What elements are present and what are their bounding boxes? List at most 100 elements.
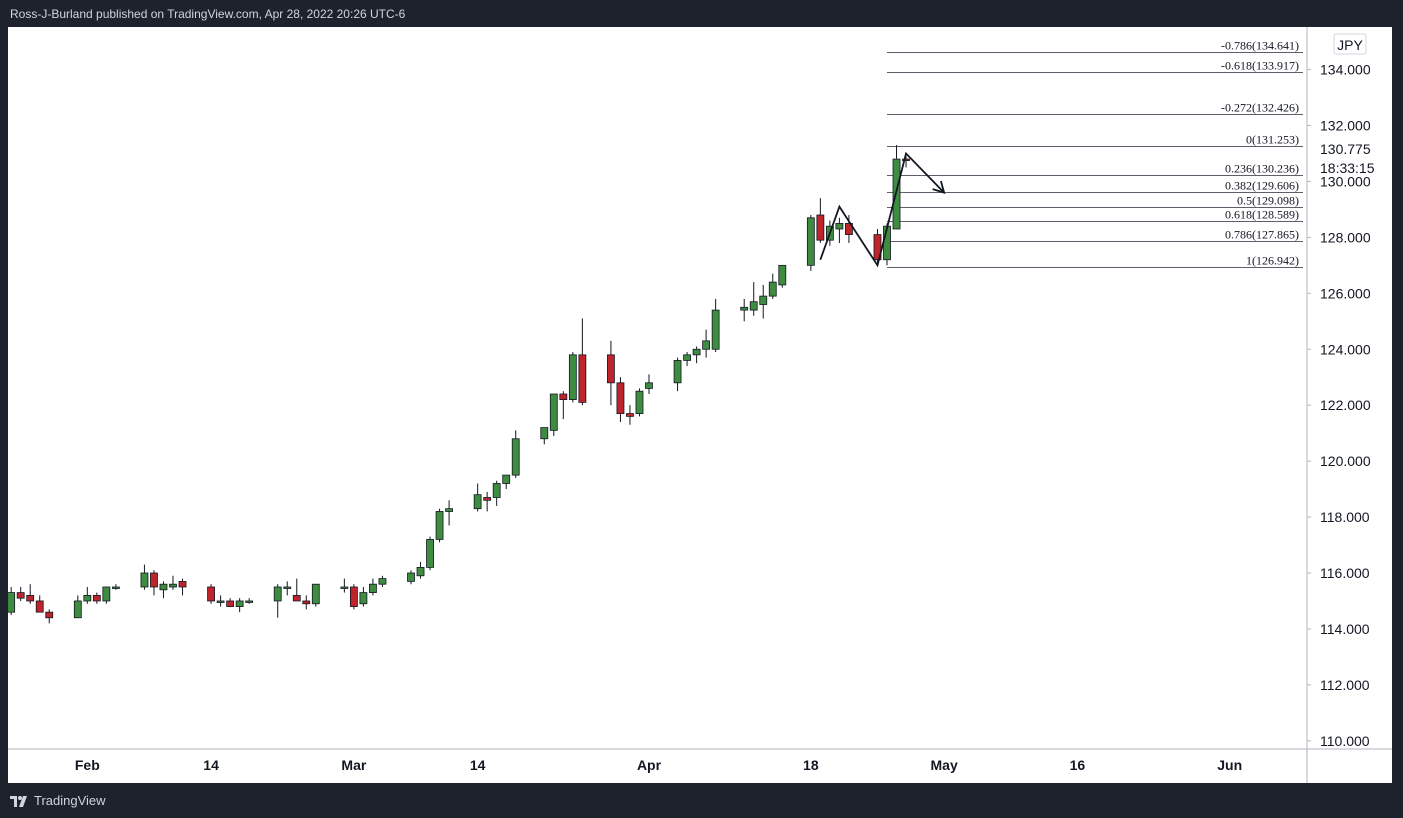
last-price-label: 130.775: [1320, 141, 1371, 157]
candle-body: [645, 382, 653, 389]
y-tick-label: 112.000: [1320, 677, 1370, 693]
top-bar: Ross-J-Burland published on TradingView.…: [0, 0, 1403, 27]
y-tick-label: 114.000: [1320, 621, 1370, 637]
candle-body: [616, 382, 625, 414]
candle-body: [502, 474, 511, 484]
x-tick-label: Apr: [637, 757, 662, 773]
candle-body: [416, 567, 425, 577]
fib-level-label: 0(131.253): [1246, 133, 1299, 147]
candle-body: [102, 586, 111, 602]
fib-level-label: 0.618(128.589): [1225, 208, 1299, 222]
candle-body: [540, 427, 549, 440]
candle-body: [607, 354, 615, 384]
candles: [8, 145, 910, 624]
candle-body: [692, 348, 701, 356]
candle-body: [83, 594, 92, 602]
countdown-label: 18:33:15: [1320, 160, 1375, 176]
x-tick-label: 14: [203, 757, 219, 773]
candle-body: [835, 222, 844, 230]
y-tick-label: 110.000: [1320, 733, 1370, 749]
candle-body: [273, 586, 282, 602]
candle-body: [359, 592, 368, 605]
candle-body: [311, 583, 320, 605]
candle-body: [749, 301, 758, 311]
candle-body: [159, 583, 168, 591]
candle-body: [378, 578, 387, 585]
x-axis: Feb 14 Mar 14 Apr 18 May 16 Jun: [8, 748, 1392, 773]
arrow-head-icon: [932, 180, 946, 194]
candle-body: [349, 586, 358, 607]
fib-level-label: 0.382(129.606): [1225, 179, 1299, 193]
candle-body: [578, 354, 587, 403]
brand-text: TradingView: [34, 793, 106, 808]
candle-body: [768, 281, 777, 297]
tradingview-brand[interactable]: TradingView: [10, 793, 106, 808]
price-labels: JPY 130.775 18:33:15: [1320, 33, 1375, 176]
candle-body: [340, 586, 349, 589]
x-tick-label: 18: [803, 757, 819, 773]
x-tick-label: 16: [1070, 757, 1086, 773]
candle-body: [369, 583, 377, 593]
fib-level-label: 0.786(127.865): [1225, 228, 1299, 242]
fib-level-label: -0.786(134.641): [1221, 39, 1299, 53]
candle-body: [492, 483, 501, 498]
symbol-badge[interactable]: [1333, 33, 1367, 55]
candle-body: [806, 217, 815, 266]
candle-body: [302, 600, 311, 605]
candle-body: [873, 234, 882, 261]
candle-body: [549, 393, 558, 431]
pattern-drawing[interactable]: [819, 151, 946, 268]
candle-body: [683, 354, 691, 361]
candle-body: [778, 264, 787, 286]
candle-body: [711, 309, 720, 350]
candle-body: [226, 600, 235, 607]
candle-body: [45, 611, 54, 619]
fib-level-label: -0.618(133.917): [1221, 59, 1299, 73]
x-tick-label: May: [931, 757, 958, 773]
candle-body: [473, 494, 482, 510]
y-tick-label: 120.000: [1320, 453, 1371, 469]
candle-body: [35, 600, 44, 613]
x-tick-label: Mar: [341, 757, 366, 773]
y-tick-label: 116.000: [1320, 565, 1370, 581]
footer-bar: TradingView: [0, 783, 1403, 818]
candle-body: [626, 413, 634, 417]
candle-body: [8, 592, 16, 613]
candle-body: [511, 438, 520, 476]
candle-body: [559, 393, 568, 400]
x-tick-label: 14: [470, 757, 486, 773]
candle-body: [702, 340, 711, 350]
candle-body: [92, 594, 101, 602]
candle-body: [445, 508, 453, 512]
y-tick-label: 128.000: [1320, 229, 1371, 245]
candle-body: [845, 222, 853, 235]
candle-body: [245, 600, 254, 603]
candle-body: [16, 592, 25, 599]
y-tick-label: 134.000: [1320, 62, 1371, 78]
chart-frame[interactable]: Feb 14 Mar 14 Apr 18 May 16 Jun 110.000 112.000 11…: [8, 27, 1392, 783]
fib-retracement[interactable]: -0.786(134.641) -0.618(133.917) -0.272(132…: [887, 39, 1303, 268]
candle-body: [169, 583, 177, 588]
fib-level-label: 0.236(130.236): [1225, 162, 1299, 176]
candle-body: [435, 511, 444, 540]
tradingview-logo-icon: [10, 795, 27, 807]
y-tick-label: 126.000: [1320, 285, 1371, 301]
y-tick-label: 130.000: [1320, 173, 1371, 189]
candle-body: [426, 539, 434, 568]
candle-body: [207, 586, 215, 602]
y-tick-label: 132.000: [1320, 118, 1371, 134]
candle-body: [407, 572, 415, 582]
candle-body: [483, 497, 492, 501]
candle-body: [740, 306, 749, 311]
x-tick-label: Jun: [1217, 757, 1242, 773]
candle-body: [178, 580, 187, 588]
y-axis: 110.000 112.000 114.000 116.000 118.000 120.0…: [1306, 27, 1371, 783]
y-tick-label: 122.000: [1320, 397, 1371, 413]
candle-body: [759, 295, 768, 305]
candle-body: [73, 600, 82, 619]
price-chart[interactable]: Feb 14 Mar 14 Apr 18 May 16 Jun 110.000112.00011…: [8, 27, 1392, 783]
publisher-text: Ross-J-Burland published on TradingView.…: [10, 7, 406, 21]
y-tick-label: 124.000: [1320, 341, 1371, 357]
pattern-polyline[interactable]: [819, 151, 945, 268]
fib-level-label: 0.5(129.098): [1237, 194, 1299, 208]
